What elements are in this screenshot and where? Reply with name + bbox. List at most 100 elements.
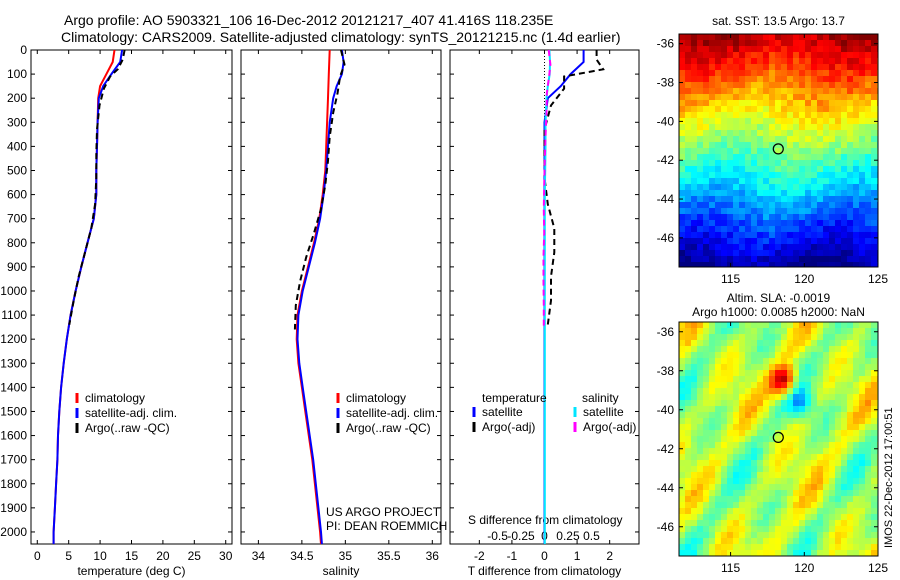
heatmap-cell: [787, 538, 793, 544]
heatmap-cell: [715, 154, 721, 160]
heatmap-cell: [775, 256, 781, 262]
heatmap-cell: [703, 166, 709, 172]
heatmap-cell: [835, 82, 841, 88]
heatmap-cell: [811, 526, 817, 532]
heatmap-cell: [715, 124, 721, 130]
heatmap-cell: [697, 538, 703, 544]
heatmap-cell: [697, 238, 703, 244]
heatmap-cell: [865, 178, 871, 184]
heatmap-cell: [739, 100, 745, 106]
heatmap-cell: [691, 172, 697, 178]
heatmap-cell: [781, 550, 787, 556]
heatmap-cell: [781, 214, 787, 220]
heatmap-cell: [817, 64, 823, 70]
heatmap-cell: [685, 52, 691, 58]
heatmap-cell: [745, 172, 751, 178]
heatmap-cell: [853, 502, 859, 508]
heatmap-cell: [853, 256, 859, 262]
heatmap-cell: [823, 142, 829, 148]
heatmap-cell: [865, 412, 871, 418]
heatmap-cell: [691, 106, 697, 112]
heatmap-cell: [679, 112, 685, 118]
heatmap-cell: [751, 262, 757, 267]
heatmap-cell: [727, 40, 733, 46]
heatmap-cell: [757, 484, 763, 490]
heatmap-cell: [721, 244, 727, 250]
heatmap-cell: [721, 424, 727, 430]
heatmap-cell: [793, 136, 799, 142]
heatmap-cell: [835, 112, 841, 118]
heatmap-cell: [733, 322, 739, 328]
heatmap-cell: [781, 40, 787, 46]
heatmap-cell: [829, 166, 835, 172]
heatmap-cell: [745, 472, 751, 478]
heatmap-cell: [787, 190, 793, 196]
heatmap-cell: [703, 472, 709, 478]
heatmap-cell: [805, 454, 811, 460]
heatmap-cell: [715, 520, 721, 526]
heatmap-cell: [823, 484, 829, 490]
heatmap-cell: [853, 454, 859, 460]
heatmap-cell: [823, 400, 829, 406]
heatmap-cell: [817, 256, 823, 262]
heatmap-cell: [823, 178, 829, 184]
heatmap-cell: [805, 322, 811, 328]
heatmap-cell: [733, 214, 739, 220]
heatmap-cell: [829, 508, 835, 514]
heatmap-cell: [865, 532, 871, 538]
heatmap-cell: [709, 430, 715, 436]
heatmap-cell: [763, 226, 769, 232]
heatmap-cell: [787, 514, 793, 520]
heatmap-cell: [781, 484, 787, 490]
heatmap-cell: [817, 202, 823, 208]
y-tick-label: -44: [657, 192, 675, 206]
heatmap-cell: [805, 226, 811, 232]
y-tick-label: 500: [7, 163, 27, 177]
heatmap-cell: [757, 352, 763, 358]
heatmap-cell: [829, 358, 835, 364]
heatmap-cell: [763, 76, 769, 82]
heatmap-cell: [829, 364, 835, 370]
heatmap-cell: [823, 364, 829, 370]
heatmap-cell: [793, 448, 799, 454]
heatmap-cell: [691, 70, 697, 76]
heatmap-cell: [691, 526, 697, 532]
heatmap-cell: [709, 484, 715, 490]
heatmap-cell: [847, 64, 853, 70]
heatmap-cell: [697, 70, 703, 76]
heatmap-cell: [727, 388, 733, 394]
heatmap-cell: [715, 64, 721, 70]
heatmap-cell: [805, 460, 811, 466]
heatmap-cell: [709, 388, 715, 394]
heatmap-cell: [757, 238, 763, 244]
heatmap-cell: [751, 226, 757, 232]
heatmap-cell: [853, 202, 859, 208]
heatmap-cell: [823, 256, 829, 262]
heatmap-cell: [733, 406, 739, 412]
heatmap-cell: [763, 256, 769, 262]
heatmap-cell: [763, 412, 769, 418]
heatmap-cell: [691, 250, 697, 256]
heatmap-cell: [697, 454, 703, 460]
y-tick-label: 900: [7, 260, 27, 274]
heatmap-cell: [685, 454, 691, 460]
heatmap-cell: [871, 382, 877, 388]
heatmap-cell: [865, 346, 871, 352]
heatmap-cell: [799, 214, 805, 220]
heatmap-cell: [865, 262, 871, 267]
heatmap-cell: [847, 232, 853, 238]
heatmap-cell: [835, 490, 841, 496]
heatmap-cell: [691, 358, 697, 364]
heatmap-cell: [763, 136, 769, 142]
heatmap-cell: [703, 82, 709, 88]
heatmap-cell: [709, 364, 715, 370]
heatmap-cell: [841, 238, 847, 244]
heatmap-cell: [799, 112, 805, 118]
heatmap-cell: [739, 370, 745, 376]
heatmap-cell: [865, 130, 871, 136]
heatmap-cell: [697, 94, 703, 100]
heatmap-cell: [847, 256, 853, 262]
heatmap-cell: [721, 526, 727, 532]
heatmap-cell: [823, 52, 829, 58]
heatmap-cell: [715, 226, 721, 232]
